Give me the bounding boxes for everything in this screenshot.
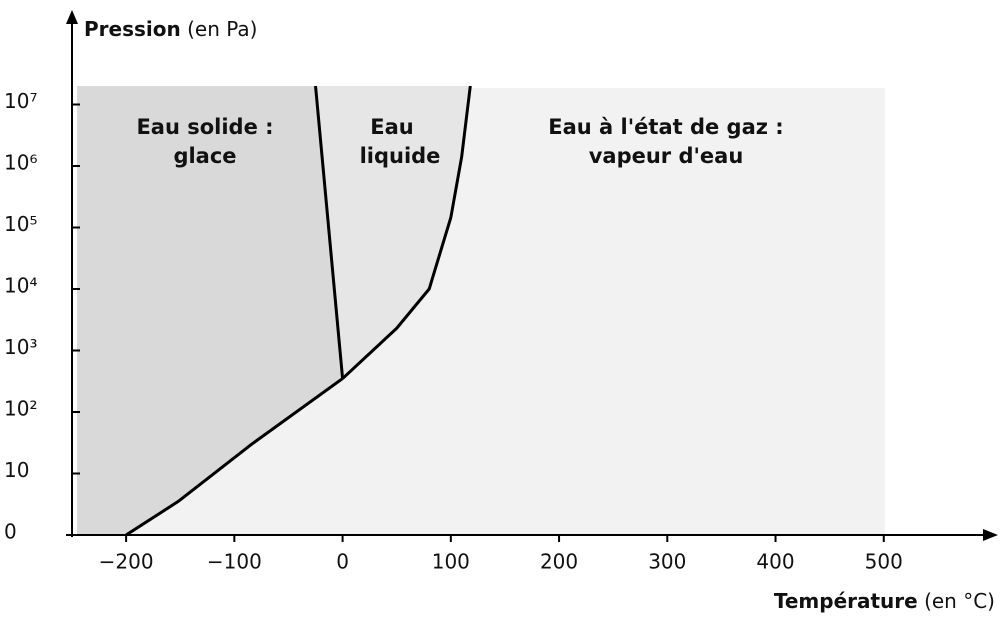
x-tick-label: 100 bbox=[432, 550, 470, 574]
y-tick-label: 0 bbox=[4, 520, 17, 544]
region-label: Eau à l'état de gaz : bbox=[548, 115, 783, 139]
phase-boundary bbox=[125, 377, 344, 537]
region-label: Eau solide : bbox=[136, 115, 273, 139]
y-tick-label: 10⁵ bbox=[4, 212, 37, 236]
y-axis-arrow bbox=[66, 10, 78, 24]
x-label-unit: (en °C) bbox=[924, 589, 995, 613]
liquid-region bbox=[315, 86, 471, 379]
x-tick-label: −100 bbox=[207, 550, 262, 574]
phase-boundary bbox=[314, 85, 345, 379]
y-axis-title: Pression (en Pa) bbox=[84, 17, 257, 41]
x-axis-arrow bbox=[983, 529, 998, 541]
x-tick-label: −200 bbox=[99, 550, 154, 574]
x-tick-label: 300 bbox=[648, 550, 686, 574]
phase-boundary bbox=[341, 85, 472, 380]
x-axis-title: Température (en °C) bbox=[774, 589, 995, 613]
y-label: Pression bbox=[84, 17, 181, 41]
x-tick-label: 200 bbox=[540, 550, 578, 574]
y-tick-label: 10⁷ bbox=[4, 89, 37, 113]
solid-region bbox=[77, 86, 343, 535]
x-tick-label: 500 bbox=[865, 550, 903, 574]
y-tick-label: 10 bbox=[4, 458, 29, 482]
region-label: liquide bbox=[360, 144, 441, 168]
y-tick-label: 10³ bbox=[4, 335, 37, 359]
x-label: Température bbox=[774, 589, 918, 613]
y-tick-label: 10² bbox=[4, 397, 37, 421]
region-label: Eau bbox=[370, 115, 413, 139]
y-label-unit: (en Pa) bbox=[187, 17, 257, 41]
x-tick-label: 400 bbox=[756, 550, 794, 574]
region-label: vapeur d'eau bbox=[589, 144, 744, 168]
y-tick-label: 10⁶ bbox=[4, 151, 37, 175]
x-tick-label: 0 bbox=[336, 550, 349, 574]
y-tick-label: 10⁴ bbox=[4, 274, 37, 298]
region-label: glace bbox=[173, 144, 236, 168]
